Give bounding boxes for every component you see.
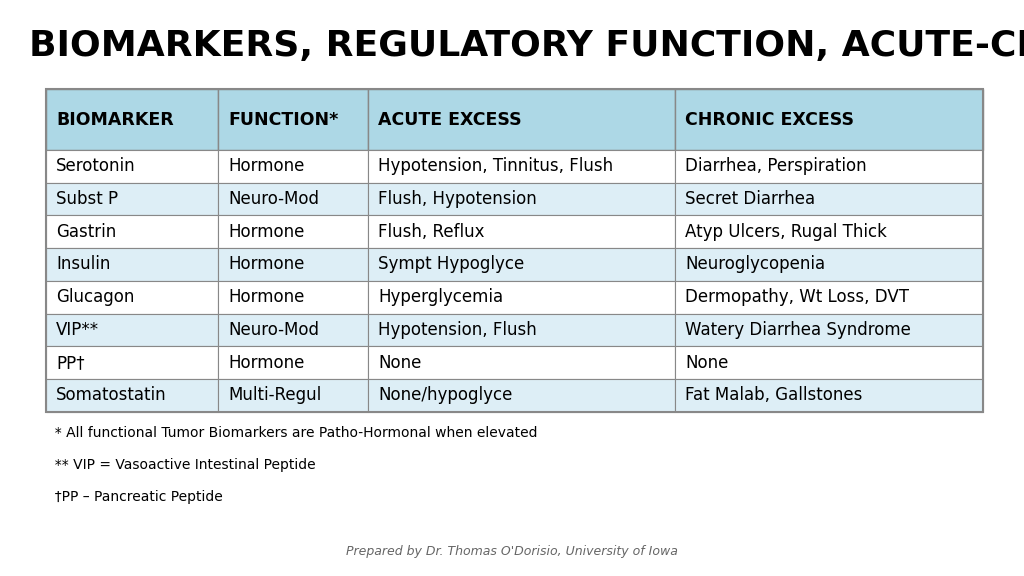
- Bar: [46, 183, 218, 215]
- Text: CHRONIC EXCESS: CHRONIC EXCESS: [685, 111, 854, 128]
- Text: ** VIP = Vasoactive Intestinal Peptide: ** VIP = Vasoactive Intestinal Peptide: [46, 458, 315, 472]
- Bar: [218, 150, 368, 183]
- Text: Secret Diarrhea: Secret Diarrhea: [685, 190, 815, 208]
- Bar: [218, 313, 368, 346]
- Text: Flush, Reflux: Flush, Reflux: [378, 223, 484, 241]
- Bar: [218, 183, 368, 215]
- Bar: [218, 379, 368, 412]
- Bar: [675, 346, 983, 379]
- Text: BIOMARKERS, REGULATORY FUNCTION, ACUTE-CHRONIC EXCESS: BIOMARKERS, REGULATORY FUNCTION, ACUTE-C…: [29, 29, 1024, 63]
- Bar: [218, 248, 368, 281]
- Text: Glucagon: Glucagon: [56, 288, 135, 306]
- Bar: [368, 215, 675, 248]
- Bar: [675, 248, 983, 281]
- Bar: [368, 346, 675, 379]
- Text: Subst P: Subst P: [56, 190, 119, 208]
- Text: FUNCTION*: FUNCTION*: [228, 111, 339, 128]
- Bar: [368, 150, 675, 183]
- Bar: [46, 248, 218, 281]
- Text: Atyp Ulcers, Rugal Thick: Atyp Ulcers, Rugal Thick: [685, 223, 887, 241]
- Text: Hormone: Hormone: [228, 157, 304, 175]
- Text: Dermopathy, Wt Loss, DVT: Dermopathy, Wt Loss, DVT: [685, 288, 909, 306]
- Text: Gastrin: Gastrin: [56, 223, 117, 241]
- Text: Diarrhea, Perspiration: Diarrhea, Perspiration: [685, 157, 866, 175]
- Text: †PP – Pancreatic Peptide: †PP – Pancreatic Peptide: [46, 490, 223, 503]
- Text: None: None: [378, 354, 421, 372]
- Text: * All functional Tumor Biomarkers are Patho-Hormonal when elevated: * All functional Tumor Biomarkers are Pa…: [46, 426, 538, 440]
- Bar: [368, 281, 675, 313]
- Bar: [46, 215, 218, 248]
- Text: Hormone: Hormone: [228, 255, 304, 274]
- Text: Insulin: Insulin: [56, 255, 111, 274]
- Text: Prepared by Dr. Thomas O'Dorisio, University of Iowa: Prepared by Dr. Thomas O'Dorisio, Univer…: [346, 545, 678, 558]
- Text: Serotonin: Serotonin: [56, 157, 136, 175]
- Text: Somatostatin: Somatostatin: [56, 386, 167, 404]
- Text: ACUTE EXCESS: ACUTE EXCESS: [378, 111, 521, 128]
- Bar: [675, 215, 983, 248]
- Text: None: None: [685, 354, 728, 372]
- Bar: [675, 183, 983, 215]
- Text: VIP**: VIP**: [56, 321, 99, 339]
- Bar: [368, 89, 675, 150]
- Text: Watery Diarrhea Syndrome: Watery Diarrhea Syndrome: [685, 321, 911, 339]
- Text: Hypotension, Tinnitus, Flush: Hypotension, Tinnitus, Flush: [378, 157, 613, 175]
- Bar: [46, 150, 218, 183]
- Bar: [218, 281, 368, 313]
- Bar: [46, 89, 218, 150]
- Text: PP†: PP†: [56, 354, 85, 372]
- Bar: [218, 346, 368, 379]
- Bar: [675, 281, 983, 313]
- Text: Hormone: Hormone: [228, 223, 304, 241]
- Bar: [46, 346, 218, 379]
- Bar: [46, 89, 983, 412]
- Bar: [46, 313, 218, 346]
- Bar: [368, 379, 675, 412]
- Text: Neuro-Mod: Neuro-Mod: [228, 321, 319, 339]
- Text: Hormone: Hormone: [228, 354, 304, 372]
- Text: Sympt Hypoglyce: Sympt Hypoglyce: [378, 255, 524, 274]
- Text: Neuro-Mod: Neuro-Mod: [228, 190, 319, 208]
- Bar: [46, 379, 218, 412]
- Text: Flush, Hypotension: Flush, Hypotension: [378, 190, 537, 208]
- Bar: [675, 379, 983, 412]
- Bar: [675, 313, 983, 346]
- Text: Hyperglycemia: Hyperglycemia: [378, 288, 503, 306]
- Text: Multi-Regul: Multi-Regul: [228, 386, 322, 404]
- Text: BIOMARKER: BIOMARKER: [56, 111, 174, 128]
- Text: Neuroglycopenia: Neuroglycopenia: [685, 255, 825, 274]
- Bar: [368, 313, 675, 346]
- Text: Fat Malab, Gallstones: Fat Malab, Gallstones: [685, 386, 862, 404]
- Bar: [675, 150, 983, 183]
- Text: Hormone: Hormone: [228, 288, 304, 306]
- Text: Hypotension, Flush: Hypotension, Flush: [378, 321, 537, 339]
- Bar: [675, 89, 983, 150]
- Bar: [368, 248, 675, 281]
- Bar: [218, 215, 368, 248]
- Bar: [46, 281, 218, 313]
- Bar: [368, 183, 675, 215]
- Text: None/hypoglyce: None/hypoglyce: [378, 386, 512, 404]
- Bar: [218, 89, 368, 150]
